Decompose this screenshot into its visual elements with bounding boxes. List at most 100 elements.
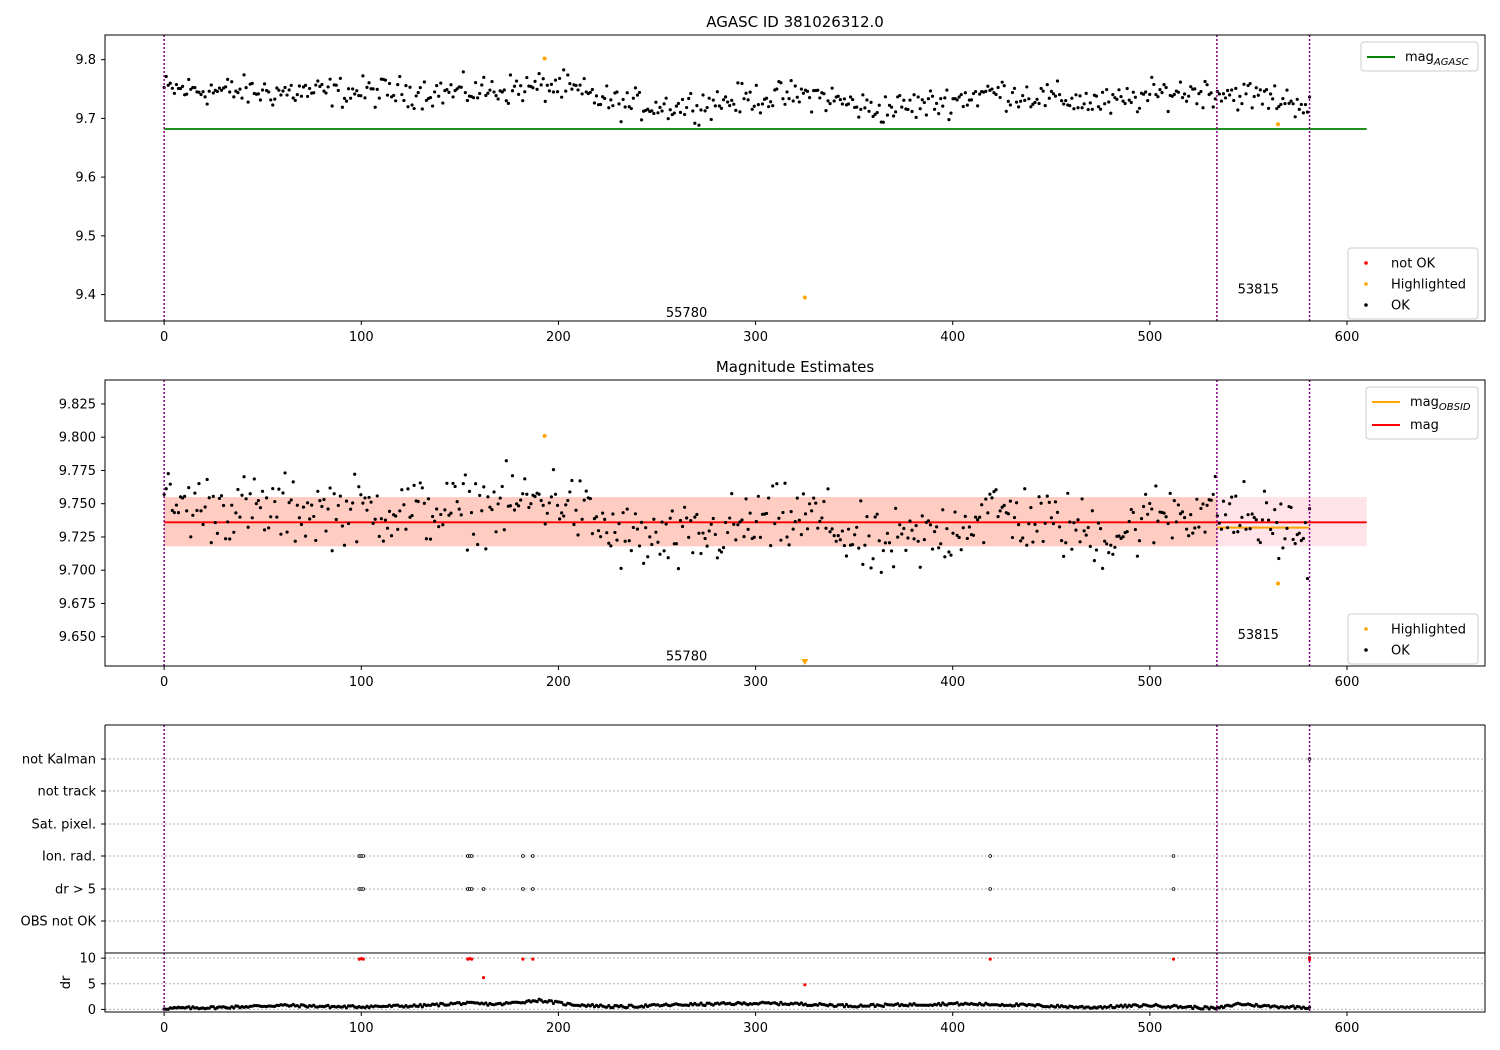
ok-point (703, 536, 707, 541)
ok-point (320, 504, 324, 509)
dr-point (297, 1005, 301, 1009)
ok-point (379, 517, 383, 521)
ok-point (662, 102, 666, 106)
ok-point (228, 537, 232, 541)
ok-point (1076, 106, 1080, 110)
ok-point (928, 523, 933, 527)
ok-point (973, 515, 978, 519)
ok-point (226, 520, 230, 524)
ok-point (701, 531, 705, 535)
ok-point (746, 527, 750, 531)
ok-point (1012, 515, 1017, 520)
ok-point (1010, 90, 1015, 95)
ok-point (219, 88, 224, 92)
ok-point (500, 90, 504, 94)
ok-point (726, 530, 730, 535)
ok-point (799, 533, 803, 537)
ok-point (396, 527, 400, 531)
ok-point (705, 544, 709, 548)
ok-point (480, 509, 484, 513)
ok-point (752, 104, 756, 108)
flag-point (988, 854, 992, 858)
ok-point (189, 87, 193, 91)
flag-row-label: OBS not OK (21, 915, 97, 930)
ok-point (734, 108, 738, 112)
ok-point (392, 93, 396, 98)
ok-point (277, 487, 281, 491)
ok-point (885, 113, 890, 117)
ok-point (281, 491, 285, 495)
ok-point (531, 86, 535, 90)
ok-point (635, 93, 640, 97)
ok-point (654, 100, 658, 104)
ok-point (1154, 484, 1158, 488)
ok-point (346, 87, 351, 91)
ok-point (367, 81, 371, 85)
ok-point (1273, 84, 1277, 88)
ok-point (652, 111, 656, 116)
ok-point (693, 515, 697, 519)
ok-point (767, 105, 771, 109)
flag-point (521, 887, 525, 891)
ok-point (277, 88, 281, 92)
y-tick-label: 9.6 (75, 171, 96, 186)
ok-point (543, 99, 547, 103)
ok-point (207, 496, 211, 500)
ok-point (971, 533, 976, 537)
ok-point (1141, 504, 1146, 509)
ok-point (846, 527, 851, 531)
dr-point (1201, 1007, 1205, 1011)
ok-point (1221, 92, 1226, 96)
ok-point (256, 92, 260, 96)
dr-point (799, 1001, 803, 1005)
ok-point (203, 505, 207, 509)
ok-point (1285, 88, 1289, 92)
x-tick-label: 200 (546, 1021, 571, 1036)
ok-point (1135, 110, 1140, 114)
ok-point (1221, 499, 1226, 503)
dr-point (1252, 1004, 1256, 1008)
ok-point (537, 72, 541, 76)
ok-point (900, 105, 904, 109)
ok-point (715, 90, 719, 94)
ok-point (1019, 99, 1023, 103)
ok-point (840, 102, 844, 106)
ok-point (1070, 547, 1074, 551)
ok-point (1225, 88, 1230, 93)
ok-point (1164, 515, 1168, 519)
off-scale-marker (801, 659, 809, 666)
ok-point (707, 96, 711, 100)
ok-point (648, 535, 652, 539)
ok-point (1100, 90, 1105, 94)
ok-point (1185, 527, 1189, 531)
ok-point (250, 81, 254, 85)
ok-point (732, 102, 736, 106)
ok-point (240, 96, 244, 100)
dr-point (1293, 1006, 1297, 1010)
ok-point (504, 459, 508, 463)
ok-point (420, 486, 424, 490)
ok-point (486, 91, 490, 95)
ok-point (797, 100, 801, 104)
ok-point (932, 530, 937, 534)
ok-point (224, 85, 228, 89)
ok-point (1236, 530, 1240, 534)
ok-point (668, 108, 672, 112)
ok-point (369, 500, 373, 504)
ok-point (1125, 529, 1129, 534)
ok-point (238, 87, 242, 91)
ok-point (781, 97, 785, 101)
ok-point (1154, 92, 1158, 97)
ok-point (1205, 503, 1209, 507)
dr-point (703, 1003, 707, 1008)
x-tick-label: 100 (349, 330, 374, 345)
ok-point (433, 519, 437, 523)
ok-point (1258, 88, 1262, 92)
y-tick-label: 9.8 (75, 53, 96, 68)
ok-point (623, 105, 627, 109)
obs-time-label: 55780 (666, 649, 707, 664)
ok-point (1199, 506, 1203, 511)
ok-point (398, 509, 402, 513)
ok-point (1217, 521, 1221, 525)
ok-point (943, 555, 947, 559)
